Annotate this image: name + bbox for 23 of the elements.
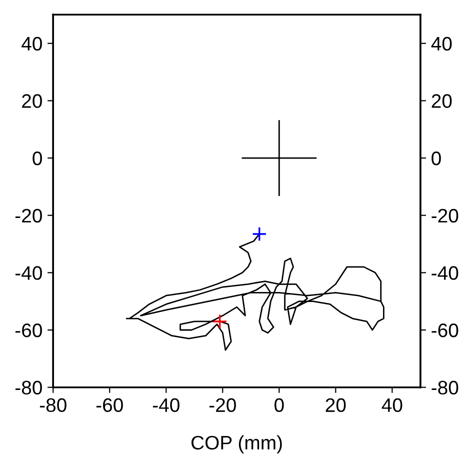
y-tick-label: 0 [32, 151, 42, 166]
y2-tick-label: -20 [432, 208, 458, 223]
x-tick-label: -60 [96, 398, 123, 412]
y2-tick-label: -80 [432, 380, 458, 395]
x-tick-label: -40 [152, 398, 180, 412]
y-tick-label: 40 [22, 36, 42, 51]
y-tick-label: -80 [15, 380, 42, 395]
y2-tick-label: 40 [431, 36, 452, 51]
line-series [126, 233, 384, 351]
x-tick-label: 20 [326, 398, 346, 412]
y-tick-label: -60 [15, 323, 42, 338]
y2-tick-label: -60 [432, 323, 458, 338]
x-tick-label: 40 [382, 398, 402, 412]
y2-tick-label: 0 [432, 151, 441, 166]
x-tick-label: -80 [40, 398, 66, 412]
x-axis-title: COP (mm) [191, 435, 282, 454]
y2-tick-label: -40 [432, 266, 458, 280]
y-tick-label: -40 [15, 266, 42, 280]
y2-tick-label: 20 [432, 94, 452, 108]
x-tick-label: -20 [209, 398, 236, 412]
y-tick-label: 20 [22, 94, 42, 108]
y-tick-label: -20 [15, 208, 42, 223]
x-tick-label: 0 [274, 398, 284, 412]
